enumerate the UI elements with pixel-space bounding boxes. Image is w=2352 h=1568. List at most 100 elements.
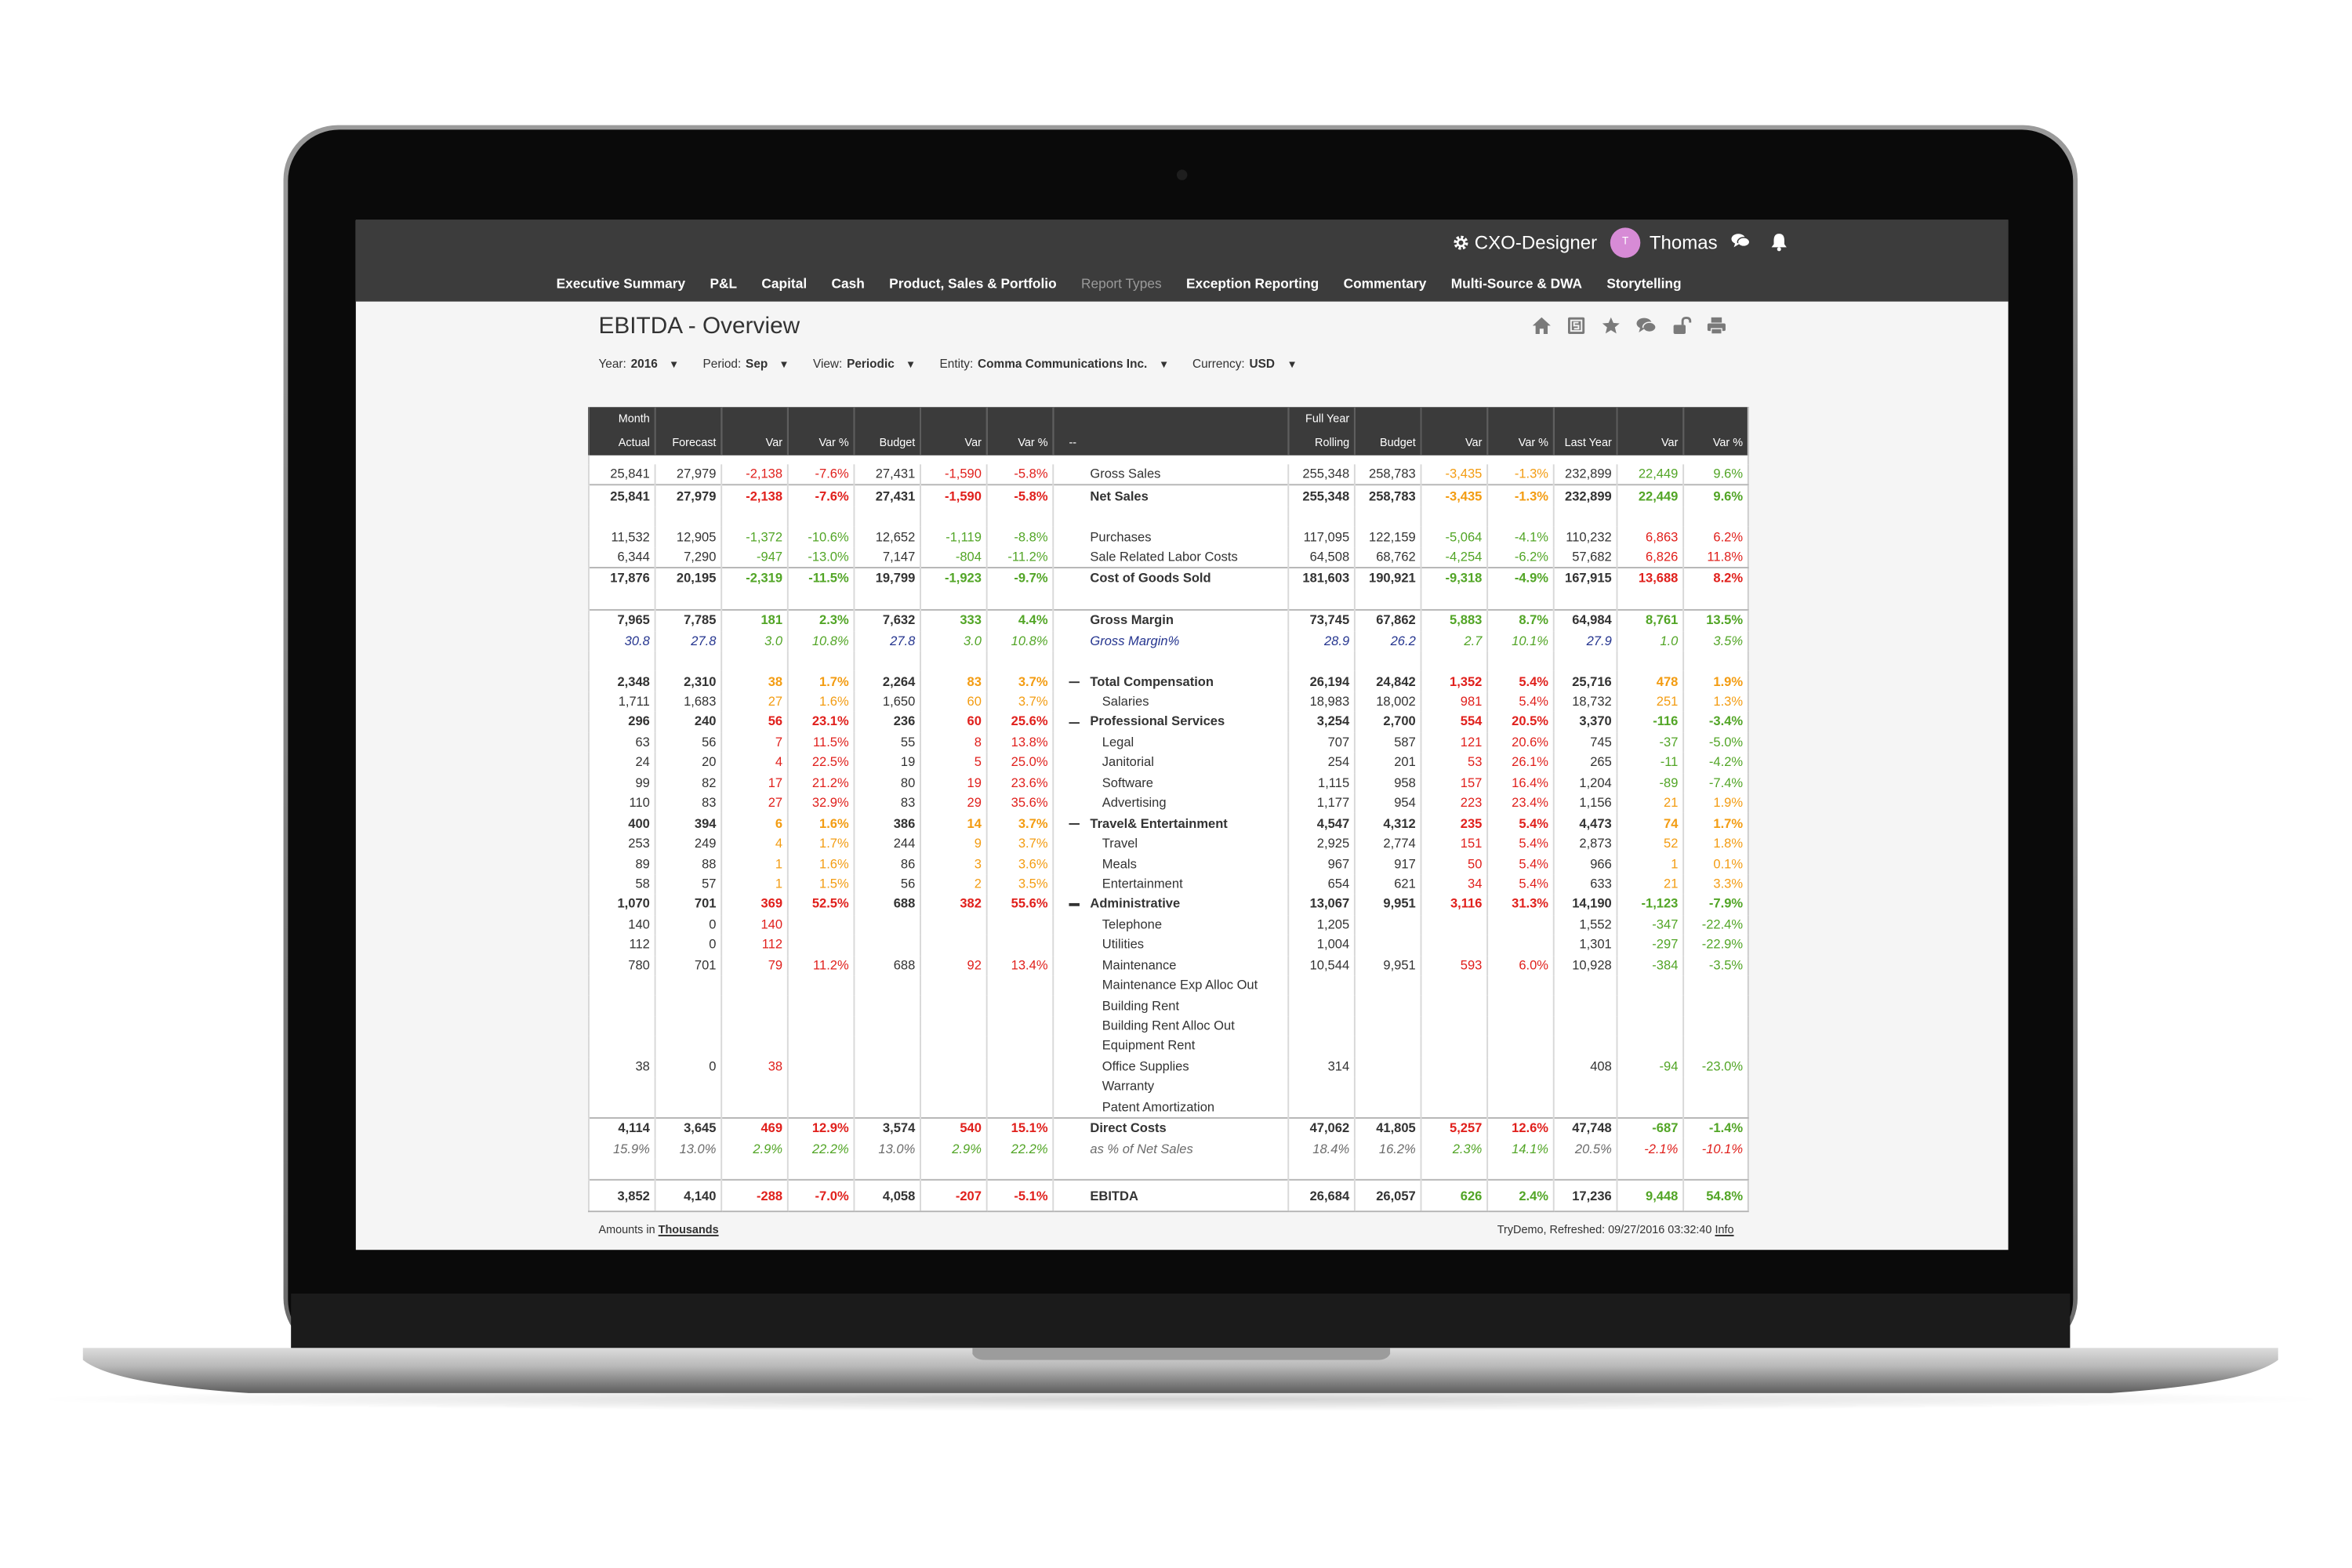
cell: 1.7%	[786, 671, 855, 692]
cell	[1420, 651, 1488, 672]
cell: 954	[1353, 793, 1421, 814]
cell: -7.9%	[1682, 894, 1748, 915]
header-group-cell	[853, 407, 921, 432]
comment-icon[interactable]	[1636, 317, 1657, 335]
cell: 5,883	[1420, 609, 1488, 631]
cell: 64,508	[1287, 546, 1355, 568]
cell: 967	[1287, 854, 1355, 874]
cell	[1420, 506, 1488, 527]
cell: 8.7%	[1486, 609, 1554, 631]
cell: 478	[1616, 671, 1684, 692]
cell: 394	[654, 813, 722, 834]
nav-item[interactable]: Executive Summary	[556, 275, 686, 292]
nav-item[interactable]: Commentary	[1343, 275, 1427, 292]
header-group-cell: Full Year	[1287, 407, 1355, 432]
cell: 20,195	[654, 567, 722, 590]
filter[interactable]: Entity: Comma Communications Inc.	[939, 358, 1167, 371]
cell: 24,842	[1353, 671, 1421, 692]
nav-item[interactable]: P&L	[710, 275, 738, 292]
filter-label: Currency:	[1192, 357, 1245, 372]
home-icon[interactable]	[1532, 317, 1552, 335]
row-label: Gross Sales	[1052, 464, 1289, 486]
cell	[1287, 1159, 1355, 1181]
nav-item[interactable]: Storytelling	[1606, 275, 1682, 292]
cell: -9.7%	[985, 567, 1054, 590]
lock-icon[interactable]	[1672, 316, 1692, 335]
cell	[1287, 1015, 1355, 1036]
cell: 2	[920, 873, 987, 895]
cell: 6,826	[1616, 546, 1684, 568]
cell: 60	[920, 712, 987, 733]
brand-name: CXO-Designer	[1474, 232, 1598, 254]
star-icon[interactable]	[1601, 317, 1621, 335]
table-row: 6,344 7,290 -947 -13.0% 7,147 -804 -11.2% Sale …	[588, 546, 1748, 568]
chat-icon[interactable]	[1731, 232, 1751, 250]
cell: -7.4%	[1682, 772, 1748, 793]
cell	[786, 914, 855, 935]
cell: 11.2%	[786, 955, 855, 976]
cell: 22.2%	[985, 1138, 1054, 1160]
table-row: 110 83 27 32.9% 83 29 35.6% Advertising 1,177 954…	[588, 793, 1748, 814]
cell: 27.8	[853, 630, 921, 652]
cell: -3,435	[1420, 485, 1488, 506]
row-label: Building Rent	[1052, 995, 1289, 1016]
header-cell: Var	[1420, 431, 1488, 456]
cell: 966	[1552, 854, 1617, 874]
cell: 2,348	[588, 671, 655, 692]
cell: 86	[853, 854, 921, 874]
avatar[interactable]: T	[1610, 227, 1641, 258]
print-icon[interactable]	[1707, 317, 1726, 335]
brand[interactable]: CXO-Designer	[1452, 230, 1597, 255]
nav-item[interactable]: Multi-Source & DWA	[1450, 275, 1583, 292]
cell: 3,574	[853, 1117, 921, 1139]
scenario-icon[interactable]	[1566, 317, 1586, 335]
cell: 3,254	[1287, 712, 1355, 733]
cell: -947	[720, 546, 788, 568]
cell: 52.5%	[786, 894, 855, 915]
filter[interactable]: Period: Sep	[703, 358, 788, 371]
filter[interactable]: Currency: USD	[1192, 358, 1294, 371]
nav-item[interactable]: Exception Reporting	[1185, 275, 1319, 292]
nav-item[interactable]: Product, Sales & Portfolio	[889, 275, 1057, 292]
bell-icon[interactable]	[1770, 232, 1788, 252]
row-label: Salaries	[1052, 691, 1289, 713]
filter[interactable]: Year: 2016	[598, 358, 677, 371]
cell: 8,761	[1616, 609, 1684, 631]
cell	[853, 914, 921, 935]
row-label	[1052, 651, 1289, 672]
cell	[1682, 651, 1748, 672]
cell: 9,951	[1353, 894, 1421, 915]
cell: 17,876	[588, 567, 655, 590]
cell: 23.1%	[786, 712, 855, 733]
cell	[1486, 975, 1554, 996]
cell	[1552, 589, 1617, 611]
user-name[interactable]: Thomas	[1649, 232, 1718, 254]
nav-item[interactable]: Cash	[831, 275, 865, 292]
table-row: 140 0 140 Telephone 1,205 1,552 -347 -22.4%	[588, 914, 1748, 935]
cell: 1,070	[588, 894, 655, 915]
info-link[interactable]: Info	[1715, 1222, 1734, 1236]
cell	[1616, 1159, 1684, 1181]
nav-item[interactable]: Capital	[761, 275, 808, 292]
cell	[1420, 995, 1488, 1016]
header-cell: Var %	[1682, 431, 1748, 456]
cell: 249	[654, 833, 722, 855]
cell: 157	[1420, 772, 1488, 793]
cell	[720, 589, 788, 611]
cell: 10,928	[1552, 955, 1617, 976]
cell: 265	[1552, 752, 1617, 773]
filter[interactable]: View: Periodic	[813, 358, 914, 371]
cell	[786, 935, 855, 956]
row-label: Advertising	[1052, 793, 1289, 814]
cell: 4,547	[1287, 813, 1355, 834]
cell: 50	[1420, 854, 1488, 874]
header-cell: Budget	[1353, 431, 1421, 456]
cell: 41,805	[1353, 1117, 1421, 1139]
unit-link[interactable]: Thousands	[658, 1222, 719, 1236]
cell	[1616, 1015, 1684, 1036]
table-row	[588, 651, 1748, 672]
header-cell: Forecast	[654, 431, 722, 456]
cell: 8.2%	[1682, 567, 1748, 590]
cell: 2,700	[1353, 712, 1421, 733]
cell	[985, 1076, 1054, 1098]
